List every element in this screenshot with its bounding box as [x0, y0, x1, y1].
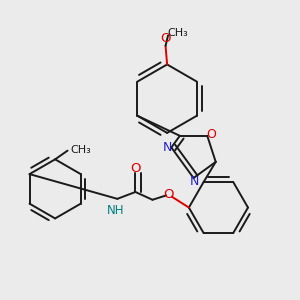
Text: O: O: [206, 128, 216, 141]
Text: O: O: [130, 162, 141, 175]
Text: CH₃: CH₃: [70, 145, 91, 155]
Text: CH₃: CH₃: [167, 28, 188, 38]
Text: O: O: [163, 188, 173, 201]
Text: N: N: [163, 141, 172, 154]
Text: N: N: [190, 175, 199, 188]
Text: O: O: [160, 32, 171, 45]
Text: NH: NH: [107, 204, 124, 217]
